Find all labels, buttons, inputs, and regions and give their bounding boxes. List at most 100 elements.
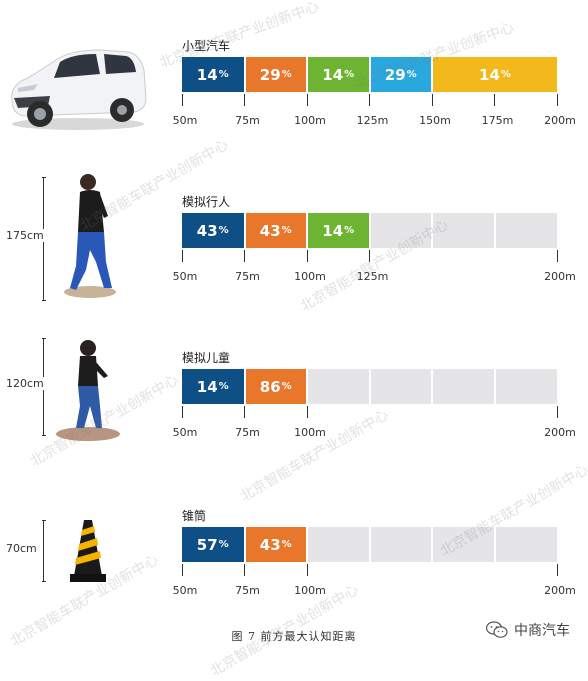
height-label-pedestrian: 175cm — [6, 229, 44, 242]
axis-tick — [431, 94, 433, 106]
axis-tick — [244, 94, 245, 106]
grid-divider — [431, 57, 433, 92]
bar-segment: 29% — [245, 57, 306, 92]
grid-divider — [306, 213, 308, 248]
axis-tick-label: 175m — [481, 114, 514, 127]
segment-value: 43 — [196, 221, 218, 240]
axis-tick-label: 150m — [419, 114, 451, 127]
axis-tick — [556, 406, 558, 418]
axis-tick — [181, 250, 183, 262]
axis-tick-label: 100m — [294, 426, 326, 439]
segment-unit: % — [281, 539, 292, 550]
segment-value: 14 — [322, 221, 344, 240]
traffic-cone-icon — [70, 520, 106, 582]
grid-divider — [493, 213, 496, 248]
panel-title: 模拟行人 — [182, 195, 231, 209]
height-label-cone: 70cm — [6, 542, 37, 555]
segment-unit: % — [218, 539, 229, 550]
axis-tick-label: 100m — [294, 584, 326, 597]
panel-title: 模拟儿童 — [182, 351, 231, 365]
segment-value: 29 — [384, 65, 406, 84]
bar-segment: 14% — [182, 57, 244, 92]
segment-unit: % — [218, 69, 229, 80]
bar-segment: 43% — [245, 527, 306, 562]
segment-value: 43 — [259, 221, 281, 240]
bar-segment: 14% — [182, 369, 244, 404]
car-icon — [11, 49, 147, 130]
figure-caption: 图 7 前方最大认知距离 — [231, 630, 357, 643]
axis-tick — [556, 564, 558, 576]
grid-divider — [243, 369, 246, 404]
axis-tick-label: 75m — [235, 584, 260, 597]
grid-divider — [243, 57, 246, 92]
bar-segment: 29% — [370, 57, 431, 92]
axis-tick — [306, 250, 308, 262]
bar-segment: 57% — [182, 527, 244, 562]
axis-tick — [181, 94, 183, 106]
child-icon — [56, 340, 120, 441]
grid-divider — [431, 213, 433, 248]
segment-value: 14 — [322, 65, 344, 84]
axis-tick-label: 50m — [172, 584, 198, 597]
segment-value: 29 — [259, 65, 281, 84]
axis-tick — [181, 406, 183, 418]
segment-value: 86 — [259, 377, 281, 396]
axis-tick — [306, 564, 308, 576]
grid-divider — [431, 369, 433, 404]
axis-tick-label: 75m — [235, 270, 260, 283]
segment-unit: % — [344, 225, 355, 236]
axis-tick-label: 50m — [172, 270, 198, 283]
watermark: 北京智能车联产业创新中心 — [237, 406, 392, 505]
logo-text: 中商汽车 — [514, 623, 570, 639]
segment-unit: % — [281, 69, 292, 80]
axis-tick-label: 200m — [544, 584, 576, 597]
axis-tick-label: 75m — [235, 114, 260, 127]
axis-tick-label: 75m — [235, 426, 260, 439]
axis-tick-label: 200m — [544, 426, 576, 439]
axis-tick — [181, 564, 183, 576]
grid-divider — [493, 369, 496, 404]
segment-value: 43 — [259, 535, 281, 554]
panel-title: 锥筒 — [182, 509, 207, 523]
grid-divider — [368, 369, 371, 404]
source-logo: 中商汽车 — [486, 620, 570, 640]
axis-tick — [494, 94, 495, 106]
height-bracket-cone — [42, 520, 46, 582]
bar-segment: 14% — [308, 213, 369, 248]
grid-divider — [368, 527, 371, 562]
axis-tick — [306, 94, 308, 106]
axis-tick-label: 50m — [172, 426, 198, 439]
panel-title: 小型汽车 — [182, 39, 231, 53]
bar-segment: 43% — [182, 213, 244, 248]
axis-tick-label: 100m — [294, 270, 326, 283]
axis-tick-label: 200m — [544, 270, 576, 283]
axis-tick — [369, 94, 370, 106]
axis-tick-label: 200m — [544, 114, 576, 127]
segment-unit: % — [281, 381, 292, 392]
axis-tick-label: 50m — [172, 114, 198, 127]
segment-value: 14 — [196, 65, 218, 84]
axis-tick — [369, 250, 370, 262]
grid-divider — [243, 527, 246, 562]
segment-unit: % — [281, 225, 292, 236]
axis-tick — [306, 406, 308, 418]
axis-tick-label: 100m — [294, 114, 326, 127]
grid-divider — [306, 369, 308, 404]
segment-unit: % — [406, 69, 417, 80]
wechat-icon — [486, 621, 508, 638]
pedestrian-icon — [64, 174, 116, 298]
bar-segment: 14% — [308, 57, 369, 92]
axis-tick — [244, 250, 245, 262]
grid-divider — [306, 527, 308, 562]
segment-value: 14 — [479, 65, 500, 84]
grid-divider — [493, 527, 496, 562]
bar-segment: 14% — [433, 57, 557, 92]
segment-value: 57 — [196, 535, 218, 554]
segment-unit: % — [500, 69, 511, 80]
grid-divider — [431, 527, 433, 562]
bar-segment: 86% — [245, 369, 306, 404]
segment-unit: % — [344, 69, 355, 80]
axis-tick — [556, 250, 558, 262]
axis-tick — [244, 406, 245, 418]
bar-segment: 43% — [245, 213, 306, 248]
